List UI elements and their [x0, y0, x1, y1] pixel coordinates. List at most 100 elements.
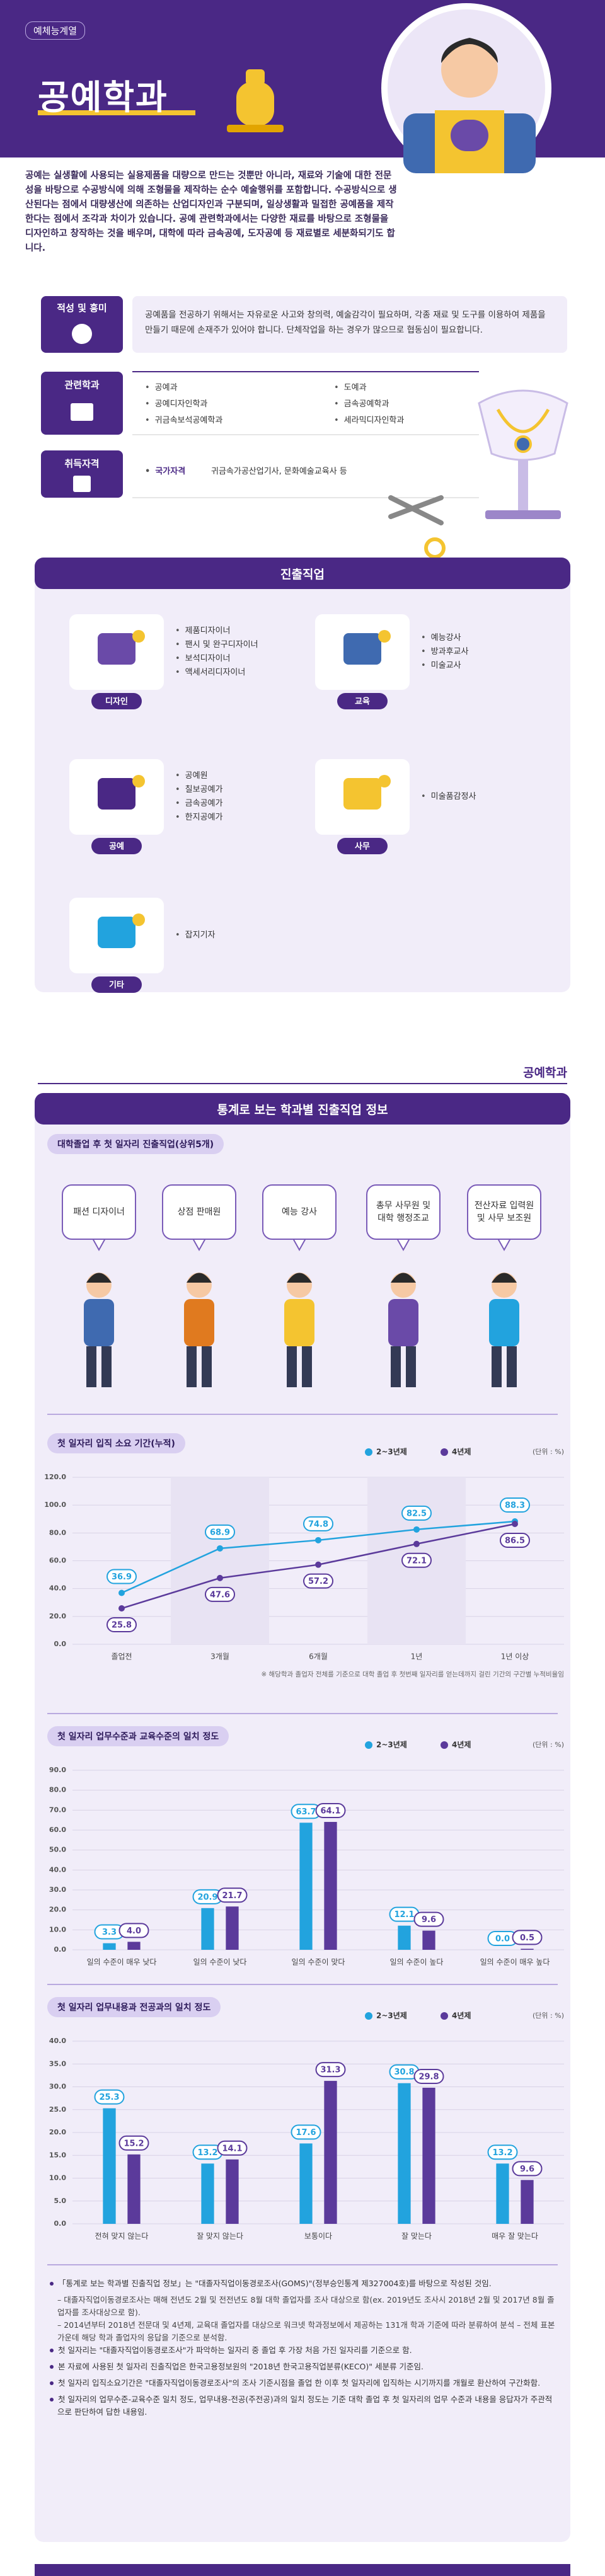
bullet-dot	[50, 2282, 54, 2286]
figure-hair	[86, 1273, 112, 1283]
value-label-bg	[107, 1617, 137, 1633]
footer-band	[35, 2564, 570, 2576]
value-label-bg	[413, 2068, 444, 2084]
career-label-bg	[91, 976, 142, 993]
career-icon-dot	[378, 775, 391, 787]
y-tick-label: 30.0	[49, 1886, 66, 1894]
figure-leg	[492, 1346, 502, 1387]
bullet	[50, 2282, 54, 2286]
content-box	[132, 296, 567, 353]
figure-leg	[202, 1346, 212, 1387]
value-label: 29.8	[418, 2072, 439, 2081]
value-label-bg	[107, 1569, 137, 1584]
stats-title: 통계로 보는 학과별 진출직업 정보	[217, 1103, 388, 1117]
bar	[324, 1822, 337, 1950]
y-tick-label: 90.0	[49, 1766, 66, 1774]
y-tick-label: 25.0	[49, 2105, 66, 2114]
note-text: 본 자료에 사용된 첫 일자리 진출직업은 한국고용정보원의 "2018년 한국…	[47, 2361, 558, 2373]
x-tick-label: 6개월	[309, 1652, 328, 1661]
figure-body	[489, 1299, 519, 1346]
necklace	[496, 408, 550, 433]
value-label-bg	[205, 1586, 235, 1602]
value-label: 21.7	[222, 1891, 242, 1901]
y-tick-label: 40.0	[49, 2037, 66, 2045]
note-item: 첫 일자리 입직소요기간은 "대졸자직업이동경로조사"의 조사 기준시점을 졸업…	[47, 2377, 558, 2390]
value-label: 13.2	[197, 2148, 217, 2158]
value-label: 64.1	[320, 1807, 340, 1816]
figure-hair	[391, 1273, 416, 1283]
legend-swatch	[365, 2012, 372, 2020]
legend-label: 2~3년제	[376, 1448, 407, 1457]
figure-leg	[287, 1346, 297, 1387]
career-icon	[98, 633, 135, 665]
career-job: 미술교사	[421, 659, 461, 673]
career-job: 잡지기자	[175, 929, 216, 942]
x-tick-label: 보통이다	[304, 2232, 332, 2241]
figure-leg	[406, 1346, 416, 1387]
bar	[201, 2163, 214, 2224]
value-label: 47.6	[210, 1590, 230, 1600]
figure-leg	[86, 1346, 96, 1387]
career-icon	[343, 633, 381, 665]
x-tick-label: 졸업전	[111, 1652, 132, 1661]
notes: 「통계로 보는 학과별 진출직업 정보」는 "대졸자직업이동경로조사(GOMS)…	[47, 2277, 558, 2422]
job-bubble: 예능 강사	[262, 1184, 337, 1240]
bullet-dot	[50, 2365, 54, 2369]
value-label: 20.9	[197, 1892, 217, 1902]
note-item: 첫 일자리의 업무수준-교육수준 일치 정도, 업무내용-전공(주전공)과의 일…	[47, 2393, 558, 2419]
category-label: 예체능계열	[25, 21, 86, 40]
value-label: 3.3	[102, 1928, 117, 1937]
value-label: 72.1	[406, 1556, 427, 1566]
point	[118, 1605, 125, 1612]
pliers	[388, 495, 444, 525]
value-label: 88.3	[505, 1501, 525, 1511]
value-label: 9.6	[520, 2165, 534, 2174]
bar	[103, 2108, 116, 2224]
career-label-bg	[337, 838, 388, 854]
careers-title: 진출직업	[280, 568, 325, 581]
career-icon	[98, 778, 135, 810]
value-label-bg	[315, 2062, 346, 2078]
value-label-bg	[303, 1573, 333, 1589]
figure-leg	[101, 1346, 112, 1387]
figure-body	[184, 1299, 214, 1346]
figure-leg	[187, 1346, 197, 1387]
career-job: 팬시 및 완구디자이너	[175, 638, 258, 652]
stats-header	[35, 1093, 570, 1125]
y-tick-label: 60.0	[49, 1557, 66, 1565]
y-tick-label: 100.0	[44, 1501, 66, 1509]
value-label: 31.3	[320, 2066, 340, 2075]
pottery	[451, 120, 488, 151]
y-tick-label: 0.0	[54, 1640, 67, 1648]
person-hair	[441, 38, 498, 63]
y-tick-label: 40.0	[49, 1584, 66, 1593]
career-label: 교육	[355, 697, 370, 707]
bullet-dot	[50, 2381, 54, 2385]
value-label: 4.0	[127, 1926, 141, 1936]
career-job: 방과후교사	[421, 645, 469, 659]
point	[512, 1520, 518, 1527]
legend-label: 4년제	[452, 1448, 471, 1457]
y-tick-label: 50.0	[49, 1846, 66, 1854]
value-label: 12.1	[394, 1910, 414, 1920]
bar	[398, 1925, 411, 1950]
unit-label: (단위 : %)	[533, 1741, 564, 1749]
department-item: 금속공예학과	[334, 398, 389, 411]
value-label: 14.1	[222, 2144, 242, 2153]
career-label: 공예	[109, 842, 124, 852]
figure-body	[284, 1299, 314, 1346]
y-tick-label: 80.0	[49, 1528, 66, 1537]
y-tick-label: 0.0	[54, 2219, 67, 2228]
figure-leg	[507, 1346, 517, 1387]
career-job: 액세서리디자이너	[175, 666, 246, 680]
figure-hair	[492, 1273, 517, 1283]
bar	[398, 2083, 411, 2224]
bar	[496, 2163, 509, 2224]
note-item: 첫 일자리는 "대졸자직업이동경로조사"가 파악하는 일자리 중 졸업 후 가장…	[47, 2344, 558, 2357]
note-detail: – 2014년부터 2018년 전문대 및 4년제, 교육대 졸업자를 대상으로…	[57, 2320, 555, 2342]
value-label: 74.8	[308, 1520, 328, 1529]
department-item: 공예과	[145, 381, 178, 395]
legend-swatch	[441, 1741, 448, 1749]
value-label-bg	[500, 1497, 530, 1513]
